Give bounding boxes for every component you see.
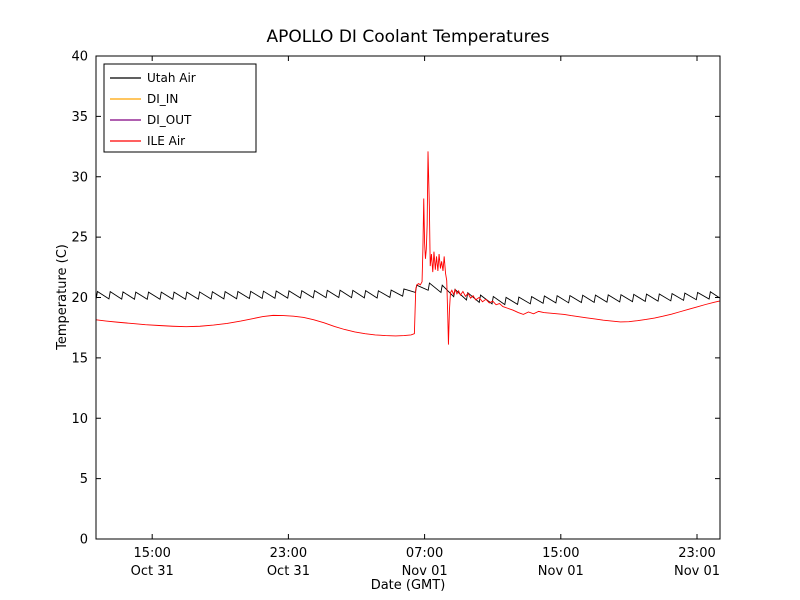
y-tick-label: 0	[80, 533, 88, 548]
y-tick-label: 35	[71, 110, 88, 125]
x-tick-time-label: 07:00	[406, 546, 443, 561]
y-axis-label: Temperature (C)	[55, 244, 70, 351]
legend-box	[103, 63, 257, 153]
tick-layer: 0 5 10 15 20 25 30 35 40 15:00 Oct 31 23:00 Oct 31 07…	[71, 50, 720, 580]
legend: Utah Air DI_IN DI_OUT ILE Air	[103, 63, 257, 153]
legend-label-ile-air: ILE Air	[147, 134, 185, 148]
legend-entry-di-in: DI_IN	[110, 92, 178, 106]
legend-entry-di-out: DI_OUT	[110, 113, 192, 127]
legend-label-utah-air: Utah Air	[147, 71, 196, 85]
y-tick-label: 5	[80, 472, 88, 487]
chart-title: APOLLO DI Coolant Temperatures	[266, 27, 549, 47]
y-tick-label: 40	[71, 50, 88, 65]
x-tick-date-label: Nov 01	[402, 564, 448, 579]
y-tick-label: 25	[71, 231, 88, 246]
legend-entry-ile-air: ILE Air	[110, 134, 185, 148]
y-tick-label: 10	[71, 412, 88, 427]
x-tick-date-label: Oct 31	[131, 564, 174, 579]
legend-label-di-out: DI_OUT	[147, 113, 192, 127]
x-tick-date-label: Nov 01	[538, 564, 584, 579]
x-tick-date-label: Nov 01	[674, 564, 720, 579]
x-tick-time-label: 15:00	[133, 546, 170, 561]
x-tick-time-label: 15:00	[542, 546, 579, 561]
y-tick-label: 30	[71, 170, 88, 185]
x-tick-date-label: Oct 31	[267, 564, 310, 579]
legend-label-di-in: DI_IN	[147, 92, 178, 106]
y-tick-label: 15	[71, 351, 88, 366]
series-line-ile-air	[96, 151, 721, 345]
x-tick-time-label: 23:00	[270, 546, 307, 561]
series-layer	[95, 151, 721, 345]
y-tick-label: 20	[71, 291, 88, 306]
x-axis-label: Date (GMT)	[371, 578, 446, 593]
legend-entry-utah-air: Utah Air	[110, 71, 196, 85]
series-line-utah-air	[95, 282, 721, 306]
x-tick-time-label: 23:00	[678, 546, 715, 561]
